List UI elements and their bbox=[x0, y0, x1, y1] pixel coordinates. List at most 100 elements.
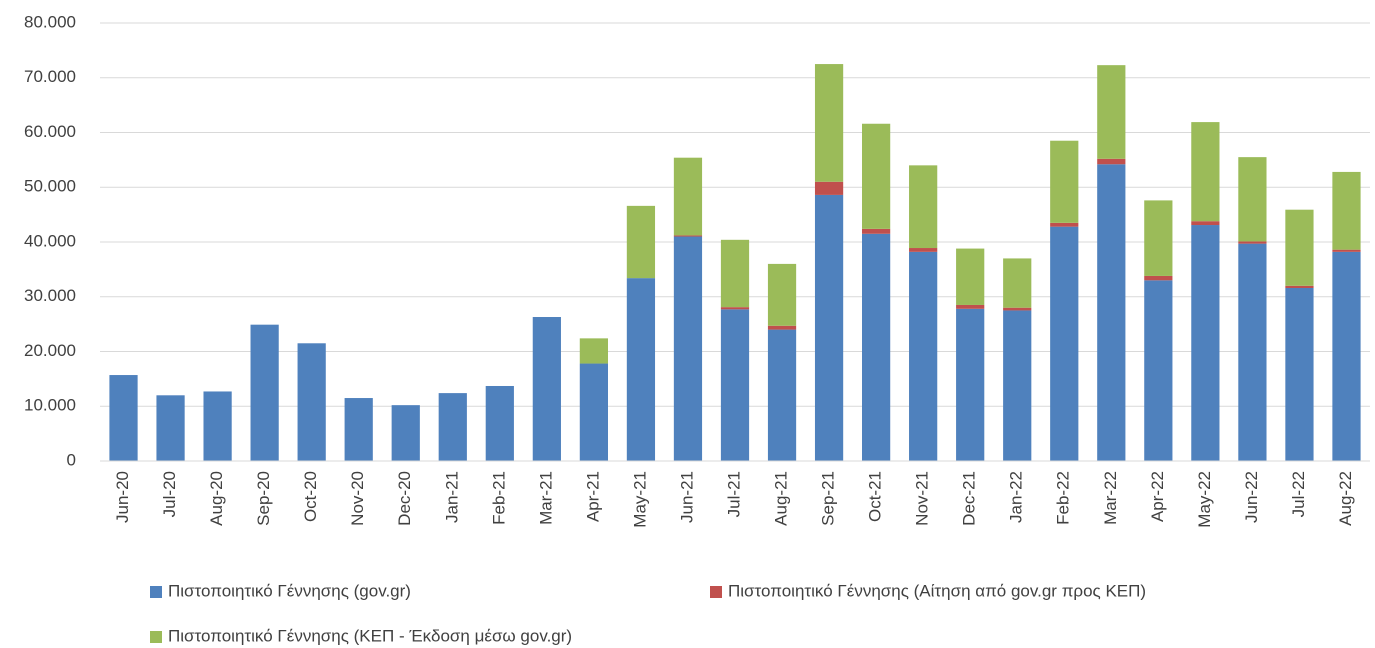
bar-segment bbox=[1097, 65, 1126, 159]
x-tick-label: Jun-22 bbox=[1242, 471, 1261, 523]
y-tick-label: 40.000 bbox=[24, 231, 76, 250]
y-tick-label: 70.000 bbox=[24, 67, 76, 86]
x-tick-label: Jul-20 bbox=[160, 471, 179, 517]
bar-segment bbox=[626, 205, 656, 279]
x-tick-label: Jun-21 bbox=[677, 471, 696, 523]
bar-segment bbox=[767, 329, 797, 461]
bar-segment bbox=[814, 64, 844, 182]
bar-segment bbox=[1144, 200, 1173, 276]
bar-segment bbox=[1050, 222, 1079, 227]
x-tick-label: Sep-21 bbox=[819, 471, 838, 526]
bar-segment bbox=[720, 309, 750, 461]
bar-segment bbox=[909, 248, 938, 252]
x-tick-label: Aug-20 bbox=[207, 471, 226, 526]
legend-label: Πιστοποιητικό Γέννησης (Αίτηση από gov.g… bbox=[728, 581, 1146, 600]
x-tick-label: Feb-22 bbox=[1054, 471, 1073, 525]
bar-segment bbox=[1003, 310, 1032, 461]
bar-segment bbox=[1285, 287, 1314, 461]
legend-swatch bbox=[150, 631, 162, 643]
bar-segment bbox=[720, 307, 750, 310]
y-tick-label: 30.000 bbox=[24, 286, 76, 305]
bar-segment bbox=[532, 317, 561, 461]
bar-segment bbox=[814, 181, 844, 195]
bar-segment bbox=[485, 385, 514, 461]
bar-segment bbox=[1191, 221, 1220, 226]
bar-segment bbox=[391, 405, 420, 461]
x-tick-label: Nov-21 bbox=[913, 471, 932, 526]
bar-segment bbox=[1050, 140, 1079, 223]
bar-segment bbox=[1332, 251, 1361, 461]
bar-segment bbox=[1050, 226, 1079, 461]
legend-swatch bbox=[150, 586, 162, 598]
legend-label: Πιστοποιητικό Γέννησης (gov.gr) bbox=[168, 581, 411, 600]
y-tick-label: 50.000 bbox=[24, 177, 76, 196]
bar-segment bbox=[673, 235, 703, 237]
x-tick-label: Sep-20 bbox=[254, 471, 273, 526]
y-tick-label: 0 bbox=[67, 450, 76, 469]
x-tick-label: Feb-21 bbox=[489, 471, 508, 525]
y-tick-label: 20.000 bbox=[24, 341, 76, 360]
x-tick-label: Jun-20 bbox=[113, 471, 132, 523]
bar-segment bbox=[1191, 122, 1220, 222]
x-tick-label: Dec-21 bbox=[960, 471, 979, 526]
bar-segment bbox=[909, 251, 938, 461]
bar-segment bbox=[720, 239, 750, 308]
bar-segment bbox=[1238, 243, 1267, 461]
bar-segment bbox=[767, 325, 797, 330]
x-tick-label: Oct-21 bbox=[866, 471, 885, 522]
bar-segment bbox=[1332, 249, 1361, 252]
bar-segment bbox=[109, 375, 138, 461]
x-tick-label: Jan-22 bbox=[1007, 471, 1026, 523]
bar-segment bbox=[297, 343, 326, 461]
bar-segment bbox=[767, 263, 797, 326]
bar-segment bbox=[156, 395, 185, 461]
x-tick-label: Mar-21 bbox=[536, 471, 555, 525]
x-tick-label: Apr-21 bbox=[583, 471, 602, 522]
y-tick-label: 10.000 bbox=[24, 396, 76, 415]
bar-segment bbox=[344, 398, 373, 461]
bar-segment bbox=[673, 236, 703, 461]
bar-segment bbox=[862, 123, 891, 229]
x-tick-label: Apr-22 bbox=[1148, 471, 1167, 522]
bar-segment bbox=[579, 338, 608, 364]
bar-segment bbox=[1285, 209, 1314, 286]
bar-segment bbox=[1097, 158, 1126, 165]
bar-segment bbox=[1144, 280, 1173, 461]
x-tick-label: Aug-22 bbox=[1336, 471, 1355, 526]
bar-segment bbox=[579, 363, 608, 461]
bar-segment bbox=[1003, 307, 1032, 311]
bar-segment bbox=[1238, 241, 1267, 244]
bar-segment bbox=[1285, 285, 1314, 288]
bar-segment bbox=[956, 308, 985, 461]
x-tick-label: May-21 bbox=[630, 471, 649, 528]
x-tick-label: Oct-20 bbox=[301, 471, 320, 522]
bar-segment bbox=[862, 233, 891, 461]
x-tick-label: Nov-20 bbox=[348, 471, 367, 526]
x-tick-label: May-22 bbox=[1195, 471, 1214, 528]
legend-label: Πιστοποιητικό Γέννησης (ΚΕΠ - Έκδοση μέσ… bbox=[168, 626, 572, 645]
bar-segment bbox=[250, 324, 279, 461]
bar-segment bbox=[909, 165, 938, 249]
bar-segment bbox=[1191, 225, 1220, 461]
bar-segment bbox=[1332, 171, 1361, 250]
bar-segment bbox=[1144, 275, 1173, 281]
bar-segment bbox=[438, 393, 467, 461]
bar-segment bbox=[956, 248, 985, 305]
bar-segment bbox=[862, 228, 891, 234]
x-tick-label: Jul-22 bbox=[1289, 471, 1308, 517]
y-tick-label: 80.000 bbox=[24, 12, 76, 31]
legend-swatch bbox=[710, 586, 722, 598]
bar-segment bbox=[1003, 258, 1032, 308]
y-tick-label: 60.000 bbox=[24, 122, 76, 141]
bar-segment bbox=[626, 278, 656, 461]
x-tick-label: Dec-20 bbox=[395, 471, 414, 526]
bar-segment bbox=[203, 391, 232, 461]
bar-segment bbox=[814, 194, 844, 462]
bar-segment bbox=[956, 304, 985, 309]
bar-segment bbox=[673, 157, 703, 236]
x-tick-label: Jul-21 bbox=[724, 471, 743, 517]
x-tick-label: Aug-21 bbox=[772, 471, 791, 526]
x-tick-label: Jan-21 bbox=[442, 471, 461, 523]
bar-segment bbox=[1238, 157, 1267, 242]
